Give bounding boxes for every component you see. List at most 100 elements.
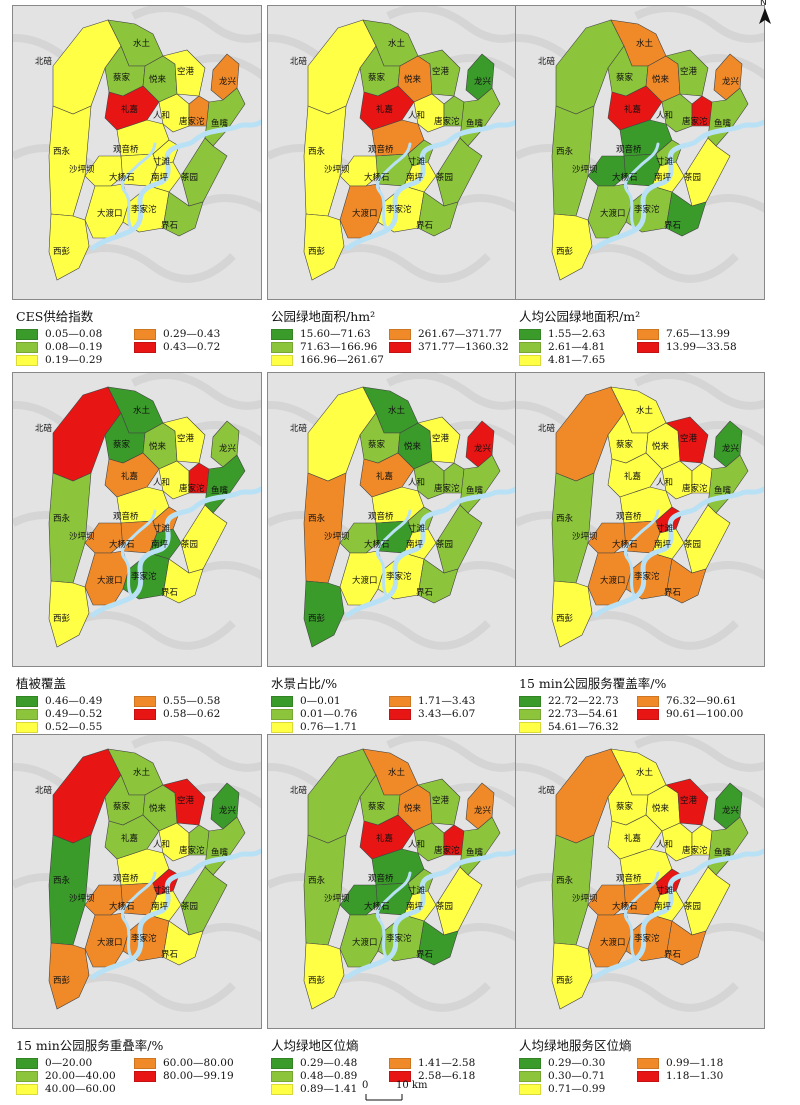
district-label-人和: 人和 (656, 111, 673, 121)
district-label-大杨石: 大杨石 (109, 901, 135, 912)
map-frame: 北碚 西永 西彭 水土 蔡家 悦来 空港 龙兴 礼嘉 人和 唐家沱 鱼嘴 观音桥 寸滩 沙坪坝 大杨石 南坪 茶园… (12, 372, 262, 667)
district-label-空港: 空港 (432, 433, 450, 444)
district-label-唐家沱: 唐家沱 (434, 483, 460, 494)
legend-item: 2.58—6.18 (389, 1070, 517, 1082)
map-frame: 北碚 西永 西彭 水土 蔡家 悦来 空港 龙兴 礼嘉 人和 唐家沱 鱼嘴 观音桥 寸滩 沙坪坝 大杨石 南坪 茶园… (12, 5, 262, 300)
legend-swatch (519, 341, 541, 353)
legend-label: 0.76—1.71 (300, 721, 358, 733)
district-label-龙兴: 龙兴 (722, 443, 740, 454)
legend-swatch (637, 341, 659, 353)
legend-item: 0.48—0.89 (271, 1070, 389, 1082)
terrain-ridge (446, 194, 516, 213)
legend-label: 13.99—33.58 (666, 341, 737, 353)
district-label-南坪: 南坪 (151, 539, 169, 550)
district-界石 (162, 558, 204, 604)
legend-item: 1.41—2.58 (389, 1057, 517, 1069)
district-label-茶园: 茶园 (436, 172, 453, 183)
district-label-唐家沱: 唐家沱 (682, 116, 708, 127)
district-label-茶园: 茶园 (181, 539, 198, 550)
legend-swatch (271, 341, 293, 353)
river-yangtze (593, 848, 764, 980)
district-label-茶园: 茶园 (436, 901, 453, 912)
legend-label: 76.32—90.61 (666, 695, 737, 707)
terrain-ridge (71, 611, 236, 650)
district-西永 (303, 834, 347, 946)
legend-item: 0.76—1.71 (271, 721, 389, 733)
legend-item: 4.81—7.65 (519, 354, 637, 366)
legend-swatch (519, 1070, 541, 1082)
district-label-界石: 界石 (664, 221, 681, 231)
district-label-空港: 空港 (680, 66, 698, 77)
legend-label: 0—0.01 (300, 695, 341, 707)
district-label-水土: 水土 (133, 767, 151, 778)
district-label-悦来: 悦来 (652, 74, 670, 85)
district-label-南坪: 南坪 (406, 539, 424, 550)
district-label-观音桥: 观音桥 (368, 144, 394, 155)
district-界石 (665, 920, 707, 966)
terrain-ridge (71, 244, 236, 283)
district-label-悦来: 悦来 (149, 74, 167, 85)
district-label-礼嘉: 礼嘉 (121, 833, 138, 844)
legend-swatch (271, 1070, 293, 1082)
legend-item: 371.77—1360.32 (389, 341, 517, 353)
district-label-观音桥: 观音桥 (113, 144, 139, 155)
district-label-寸滩: 寸滩 (408, 156, 426, 167)
district-label-李家沱: 李家沱 (131, 933, 157, 944)
terrain-ridge (131, 735, 261, 772)
district-西彭 (551, 580, 593, 648)
district-label-李家沱: 李家沱 (131, 204, 157, 215)
district-label-礼嘉: 礼嘉 (624, 104, 641, 115)
district-label-李家沱: 李家沱 (386, 933, 412, 944)
legend-swatch (16, 1057, 38, 1069)
legend-item: 0.05—0.08 (16, 328, 134, 340)
terrain-ridge (684, 421, 764, 447)
district-label-北碚: 北碚 (290, 56, 308, 67)
district-label-鱼嘴: 鱼嘴 (466, 847, 484, 858)
district-label-悦来: 悦来 (652, 441, 670, 452)
district-礼嘉 (104, 452, 160, 498)
district-label-西永: 西永 (556, 146, 574, 157)
district-label-大渡口: 大渡口 (97, 208, 123, 219)
district-label-蔡家: 蔡家 (113, 72, 131, 83)
legend-title: 人均公园绿地面积/m² (519, 309, 641, 324)
legend-label: 1.18—1.30 (666, 1070, 724, 1082)
legend-swatch (389, 1070, 411, 1082)
legend-label: 71.63—166.96 (300, 341, 378, 353)
scale-zero-label: 0 (362, 1080, 369, 1091)
district-label-寸滩: 寸滩 (408, 885, 426, 896)
legend-swatch (16, 1083, 38, 1095)
legend-label: 261.67—371.77 (418, 328, 502, 340)
legend-item: 0.58—0.62 (134, 708, 262, 720)
terrain-ridge (326, 973, 491, 1012)
district-label-蔡家: 蔡家 (113, 801, 131, 812)
district-label-龙兴: 龙兴 (474, 76, 492, 87)
district-label-大杨石: 大杨石 (109, 172, 135, 183)
legend-label: 90.61—100.00 (666, 708, 744, 720)
district-label-李家沱: 李家沱 (131, 571, 157, 582)
district-label-茶园: 茶园 (181, 172, 198, 183)
district-label-西永: 西永 (53, 875, 71, 886)
district-礼嘉 (607, 452, 663, 498)
legend-label: 2.61—4.81 (548, 341, 606, 353)
district-label-空港: 空港 (432, 66, 450, 77)
district-label-观音桥: 观音桥 (113, 873, 139, 884)
terrain-ridge (694, 923, 764, 942)
terrain-ridge (71, 973, 236, 1012)
district-西彭 (48, 942, 90, 1010)
river-yangtze (345, 848, 516, 980)
district-label-龙兴: 龙兴 (722, 805, 740, 816)
district-label-寸滩: 寸滩 (153, 523, 171, 534)
district-label-沙坪坝: 沙坪坝 (69, 165, 95, 175)
legend-swatch (271, 354, 293, 366)
district-label-西彭: 西彭 (308, 246, 326, 257)
district-label-寸滩: 寸滩 (656, 523, 674, 534)
district-label-南坪: 南坪 (654, 539, 672, 550)
district-label-观音桥: 观音桥 (368, 873, 394, 884)
terrain-ridge (694, 194, 764, 213)
district-label-南坪: 南坪 (151, 901, 169, 912)
district-label-观音桥: 观音桥 (616, 873, 642, 884)
legend-label: 1.71—3.43 (418, 695, 476, 707)
terrain-ridge (634, 6, 764, 43)
district-label-鱼嘴: 鱼嘴 (211, 118, 229, 129)
